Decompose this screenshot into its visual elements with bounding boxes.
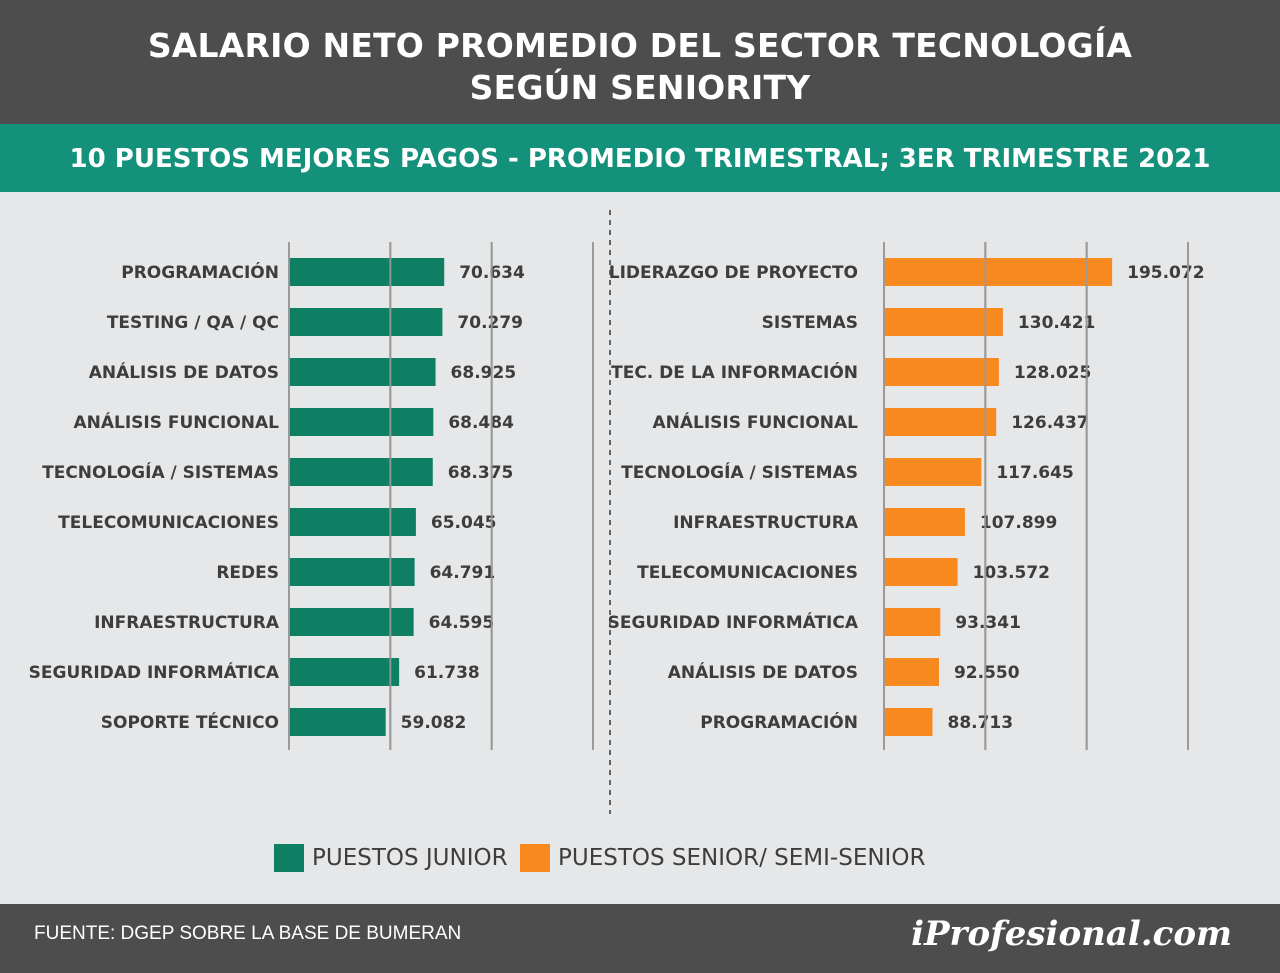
junior-bar	[289, 458, 433, 486]
senior-category-label: PROGRAMACIÓN	[700, 711, 858, 733]
senior-category-label: INFRAESTRUCTURA	[673, 513, 859, 533]
senior-bar	[884, 308, 1003, 336]
junior-category-label: ANÁLISIS DE DATOS	[89, 361, 279, 383]
brand-logo: iProfesional.com	[911, 914, 1232, 954]
senior-bar	[884, 558, 958, 586]
senior-category-label: SISTEMAS	[762, 313, 858, 333]
chart-subtitle: 10 PUESTOS MEJORES PAGOS - PROMEDIO TRIM…	[69, 144, 1211, 174]
senior-bar	[884, 708, 933, 736]
senior-value-label: 92.550	[954, 663, 1020, 683]
chart-title-line1: SALARIO NETO PROMEDIO DEL SECTOR TECNOLO…	[147, 26, 1133, 65]
senior-bar	[884, 658, 939, 686]
junior-value-label: 64.595	[429, 613, 495, 633]
junior-category-label: SEGURIDAD INFORMÁTICA	[29, 661, 280, 683]
senior-value-label: 128.025	[1014, 363, 1091, 383]
junior-category-label: TESTING / QA / QC	[107, 313, 279, 333]
junior-value-label: 70.279	[457, 313, 523, 333]
junior-category-label: TECNOLOGÍA / SISTEMAS	[42, 461, 279, 483]
junior-bar	[289, 558, 415, 586]
senior-value-label: 130.421	[1018, 313, 1095, 333]
junior-category-label: INFRAESTRUCTURA	[94, 613, 280, 633]
junior-value-label: 61.738	[414, 663, 480, 683]
legend-label-senior: PUESTOS SENIOR/ SEMI-SENIOR	[558, 845, 926, 871]
source-note: FUENTE: DGEP SOBRE LA BASE DE BUMERAN	[34, 923, 462, 944]
senior-bar-chart: LIDERAZGO DE PROYECTO 195.072 SISTEMAS 130.…	[608, 242, 1205, 750]
junior-category-label: TELECOMUNICACIONES	[58, 513, 279, 533]
senior-bar	[884, 358, 999, 386]
junior-bar	[289, 408, 434, 436]
junior-bar	[289, 258, 445, 286]
senior-value-label: 107.899	[980, 513, 1057, 533]
senior-value-label: 126.437	[1011, 413, 1088, 433]
junior-value-label: 59.082	[401, 713, 467, 733]
senior-bar	[884, 508, 965, 536]
junior-value-label: 68.375	[448, 463, 514, 483]
senior-value-label: 93.341	[955, 613, 1021, 633]
senior-category-label: TELECOMUNICACIONES	[637, 563, 858, 583]
senior-bar	[884, 458, 982, 486]
junior-bar	[289, 508, 416, 536]
junior-category-label: PROGRAMACIÓN	[121, 261, 279, 283]
chart-header: SALARIO NETO PROMEDIO DEL SECTOR TECNOLO…	[0, 0, 1280, 124]
senior-value-label: 195.072	[1127, 263, 1204, 283]
senior-category-label: LIDERAZGO DE PROYECTO	[609, 263, 858, 283]
senior-value-label: 103.572	[973, 563, 1050, 583]
senior-bar	[884, 258, 1113, 286]
senior-category-label: ANÁLISIS FUNCIONAL	[652, 411, 858, 433]
chart-subtitle-bar: 10 PUESTOS MEJORES PAGOS - PROMEDIO TRIM…	[0, 124, 1280, 192]
chart-title-line2: SEGÚN SENIORITY	[469, 68, 811, 107]
junior-category-label: SOPORTE TÉCNICO	[101, 711, 279, 733]
junior-value-label: 64.791	[430, 563, 496, 583]
legend-swatch-junior	[274, 844, 304, 872]
junior-category-label: REDES	[216, 563, 279, 583]
junior-bar	[289, 658, 400, 686]
senior-category-label: SEGURIDAD INFORMÁTICA	[608, 611, 859, 633]
junior-value-label: 68.925	[451, 363, 517, 383]
junior-bar	[289, 358, 436, 386]
senior-bar	[884, 608, 941, 636]
senior-bar	[884, 408, 997, 436]
footer-bar: FUENTE: DGEP SOBRE LA BASE DE BUMERAN iP…	[0, 904, 1280, 973]
legend-item-senior: PUESTOS SENIOR/ SEMI-SENIOR	[520, 838, 925, 878]
senior-category-label: TECNOLOGÍA / SISTEMAS	[621, 461, 858, 483]
senior-category-label: TEC. DE LA INFORMACIÓN	[611, 361, 858, 383]
junior-bar	[289, 608, 414, 636]
bar-charts: PROGRAMACIÓN70.634TESTING / QA / QC70.27…	[29, 210, 1205, 814]
legend-item-junior: PUESTOS JUNIOR	[274, 838, 508, 878]
senior-category-label: ANÁLISIS DE DATOS	[668, 661, 858, 683]
junior-category-label: ANÁLISIS FUNCIONAL	[73, 411, 279, 433]
junior-value-label: 68.484	[448, 413, 514, 433]
junior-bar	[289, 708, 386, 736]
junior-bar-chart: PROGRAMACIÓN70.634TESTING / QA / QC70.27…	[29, 242, 594, 750]
junior-value-label: 65.045	[431, 513, 497, 533]
junior-bar	[289, 308, 443, 336]
senior-value-label: 117.645	[996, 463, 1073, 483]
legend-label-junior: PUESTOS JUNIOR	[312, 845, 508, 871]
senior-value-label: 88.713	[947, 713, 1013, 733]
legend-swatch-senior	[520, 844, 550, 872]
